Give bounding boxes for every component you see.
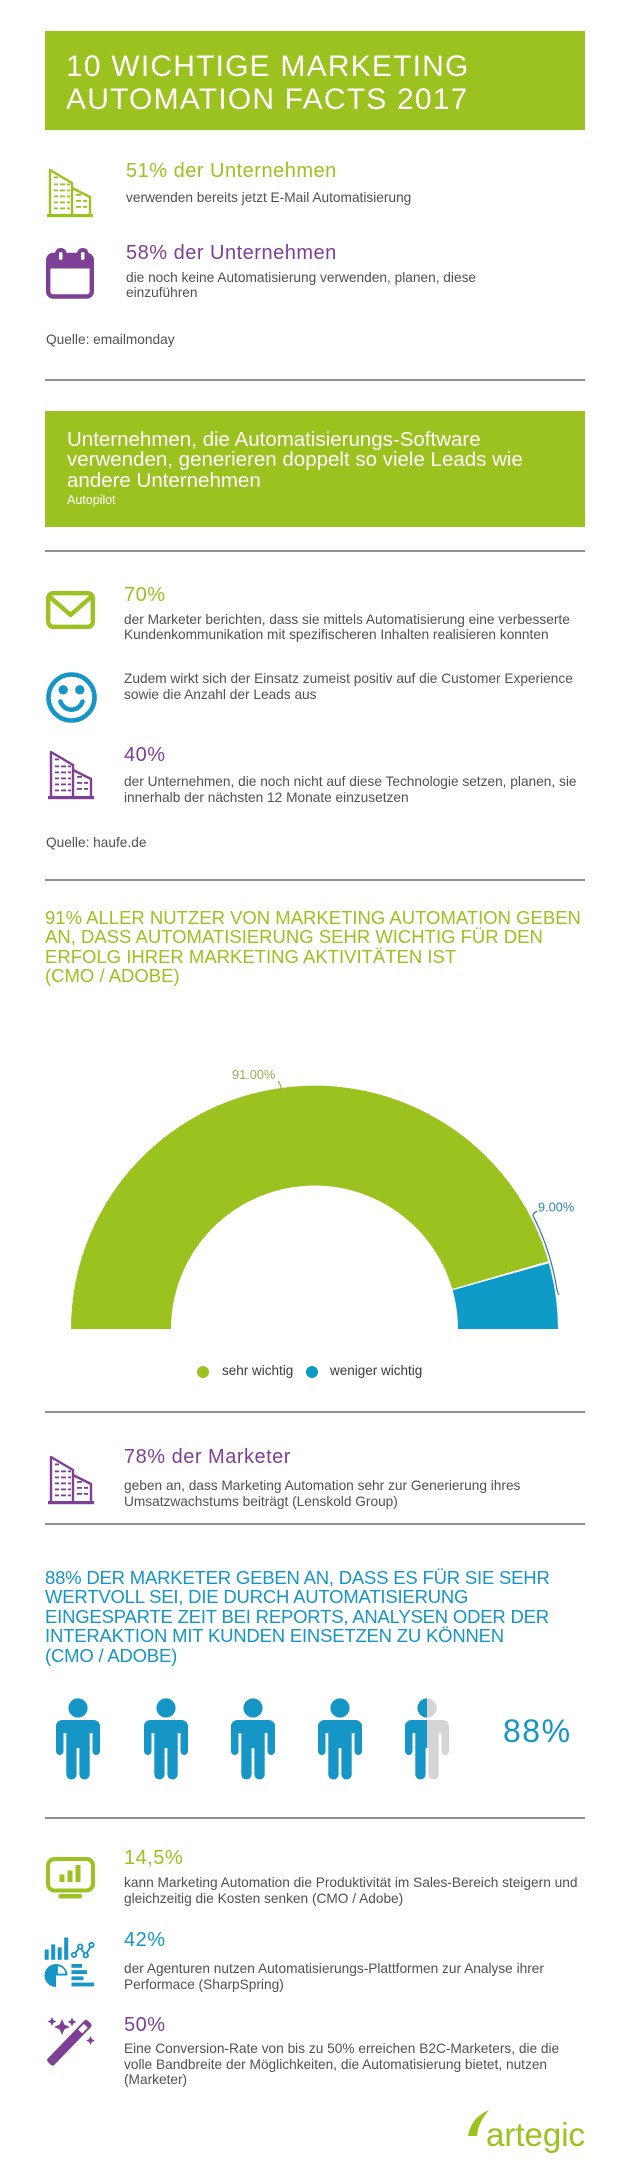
svg-text:91.00%: 91.00% [232,1067,275,1082]
svg-text:9.00%: 9.00% [538,1200,574,1215]
